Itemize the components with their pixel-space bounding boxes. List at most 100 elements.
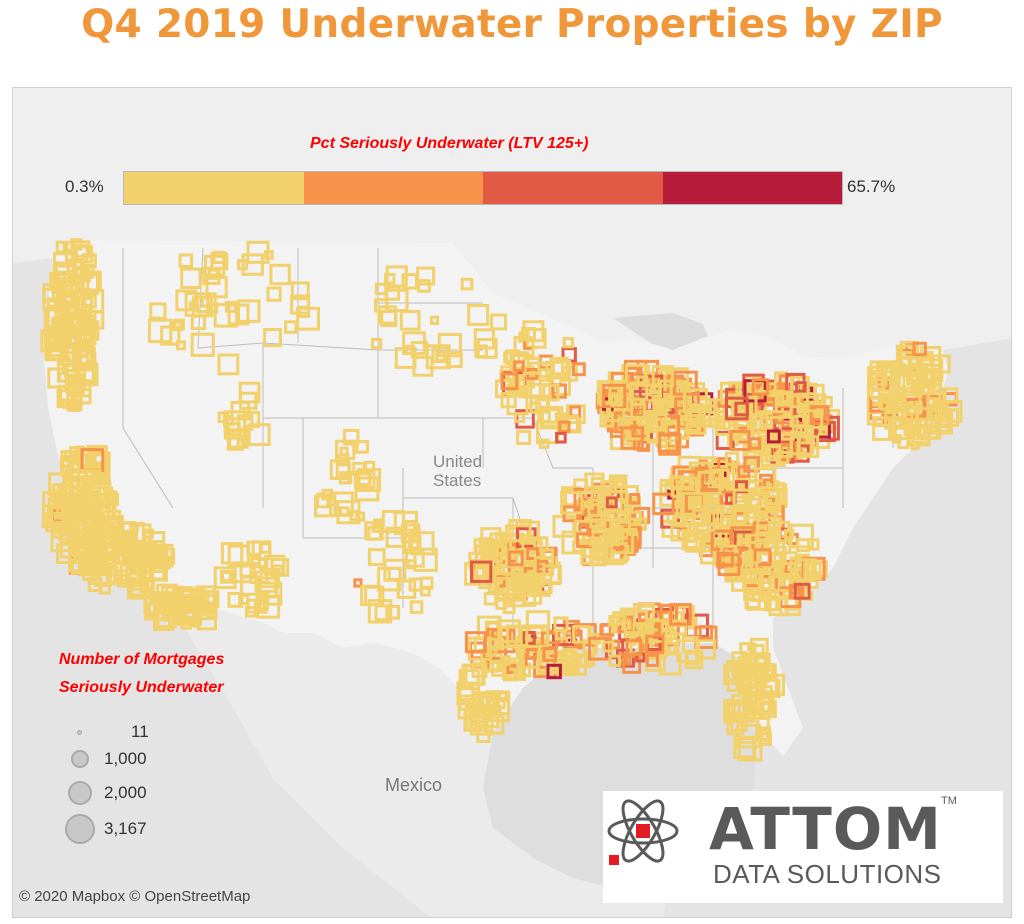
zip-symbol[interactable] <box>45 512 65 533</box>
zip-symbol[interactable] <box>458 669 480 691</box>
zip-symbol[interactable] <box>505 349 521 365</box>
zip-symbol[interactable] <box>756 716 770 731</box>
zip-symbol[interactable] <box>660 508 681 529</box>
zip-symbol[interactable] <box>339 471 353 485</box>
zip-symbol[interactable] <box>188 301 199 311</box>
zip-symbol[interactable] <box>190 314 207 331</box>
zip-symbol[interactable] <box>59 327 77 346</box>
zip-symbol[interactable] <box>505 572 530 598</box>
zip-symbol[interactable] <box>371 337 383 350</box>
zip-symbol[interactable] <box>56 543 77 565</box>
zip-symbol[interactable] <box>910 441 920 451</box>
zip-symbol[interactable] <box>749 569 762 582</box>
zip-symbol[interactable] <box>602 640 615 653</box>
zip-symbol[interactable] <box>676 639 701 664</box>
zip-symbol[interactable] <box>638 623 649 634</box>
zip-symbol[interactable] <box>898 356 911 369</box>
zip-symbol[interactable] <box>75 267 91 283</box>
zip-symbol[interactable] <box>688 419 701 432</box>
zip-symbol[interactable] <box>71 536 93 558</box>
zip-symbol[interactable] <box>519 385 529 395</box>
zip-symbol[interactable] <box>610 530 635 555</box>
zip-symbol[interactable] <box>409 600 424 614</box>
zip-symbol[interactable] <box>74 344 96 366</box>
zip-symbol[interactable] <box>64 315 86 337</box>
zip-symbol[interactable] <box>507 550 524 567</box>
zip-symbol[interactable] <box>758 732 772 746</box>
zip-symbol[interactable] <box>481 704 494 717</box>
zip-symbol[interactable] <box>589 548 608 567</box>
zip-symbol[interactable] <box>500 655 511 666</box>
zip-symbol[interactable] <box>460 277 474 291</box>
zip-symbol[interactable] <box>46 297 58 308</box>
zip-symbol[interactable] <box>495 531 507 543</box>
zip-symbol[interactable] <box>399 310 421 331</box>
zip-symbol[interactable] <box>555 431 567 444</box>
zip-symbol[interactable] <box>546 663 562 680</box>
zip-symbol[interactable] <box>526 648 538 660</box>
zip-symbol[interactable] <box>445 351 463 369</box>
zip-symbol[interactable] <box>529 394 549 414</box>
zip-symbol[interactable] <box>271 564 284 577</box>
zip-symbol[interactable] <box>648 413 668 432</box>
zip-symbol[interactable] <box>899 401 911 413</box>
zip-symbol[interactable] <box>437 333 463 358</box>
zip-symbols-layer[interactable] <box>40 238 963 762</box>
zip-symbol[interactable] <box>412 355 434 377</box>
zip-symbol[interactable] <box>356 470 376 489</box>
zip-symbol[interactable] <box>775 450 790 465</box>
zip-symbol[interactable] <box>157 547 176 565</box>
zip-symbol[interactable] <box>628 381 649 401</box>
zip-symbol[interactable] <box>45 340 68 362</box>
zip-symbol[interactable] <box>574 519 599 545</box>
zip-symbol[interactable] <box>195 585 216 606</box>
zip-symbol[interactable] <box>773 553 783 563</box>
zip-symbol[interactable] <box>57 525 73 541</box>
zip-symbol[interactable] <box>417 279 431 293</box>
zip-symbol[interactable] <box>161 585 176 600</box>
zip-symbol[interactable] <box>793 582 811 600</box>
zip-symbol[interactable] <box>60 496 84 520</box>
zip-symbol[interactable] <box>429 315 440 325</box>
zip-symbol[interactable] <box>457 694 483 720</box>
zip-symbol[interactable] <box>213 303 239 328</box>
zip-symbol[interactable] <box>753 652 767 666</box>
zip-symbol[interactable] <box>251 540 272 561</box>
zip-symbol[interactable] <box>701 508 720 526</box>
zip-symbol[interactable] <box>558 420 571 433</box>
zip-symbol[interactable] <box>743 456 760 473</box>
zip-symbol[interactable] <box>796 435 820 458</box>
zip-symbol[interactable] <box>684 650 704 670</box>
zip-symbol[interactable] <box>897 373 914 390</box>
zip-symbol[interactable] <box>608 615 620 627</box>
zip-symbol[interactable] <box>269 263 291 286</box>
zip-symbol[interactable] <box>521 574 540 593</box>
zip-symbol[interactable] <box>62 399 72 409</box>
zip-symbol[interactable] <box>297 305 310 318</box>
zip-symbol[interactable] <box>181 599 195 613</box>
zip-symbol[interactable] <box>364 521 384 541</box>
zip-symbol[interactable] <box>814 393 827 406</box>
zip-symbol[interactable] <box>253 600 267 613</box>
zip-symbol[interactable] <box>796 538 811 553</box>
zip-symbol[interactable] <box>915 407 938 430</box>
zip-symbol[interactable] <box>98 517 122 541</box>
zip-symbol[interactable] <box>91 546 109 564</box>
zip-symbol[interactable] <box>737 465 751 478</box>
zip-symbol[interactable] <box>355 440 369 454</box>
zip-symbol[interactable] <box>499 625 523 649</box>
zip-symbol[interactable] <box>67 374 78 386</box>
zip-symbol[interactable] <box>903 389 922 409</box>
zip-symbol[interactable] <box>190 332 215 357</box>
zip-symbol[interactable] <box>513 668 527 682</box>
zip-symbol[interactable] <box>220 570 234 584</box>
zip-symbol[interactable] <box>100 545 120 565</box>
zip-symbol[interactable] <box>52 264 75 288</box>
zip-symbol[interactable] <box>147 318 173 344</box>
zip-symbol[interactable] <box>645 634 665 654</box>
zip-symbol[interactable] <box>82 294 97 309</box>
zip-symbol[interactable] <box>735 480 748 494</box>
zip-symbol[interactable] <box>503 351 516 364</box>
zip-symbol[interactable] <box>493 553 503 563</box>
zip-symbol[interactable] <box>238 381 261 404</box>
